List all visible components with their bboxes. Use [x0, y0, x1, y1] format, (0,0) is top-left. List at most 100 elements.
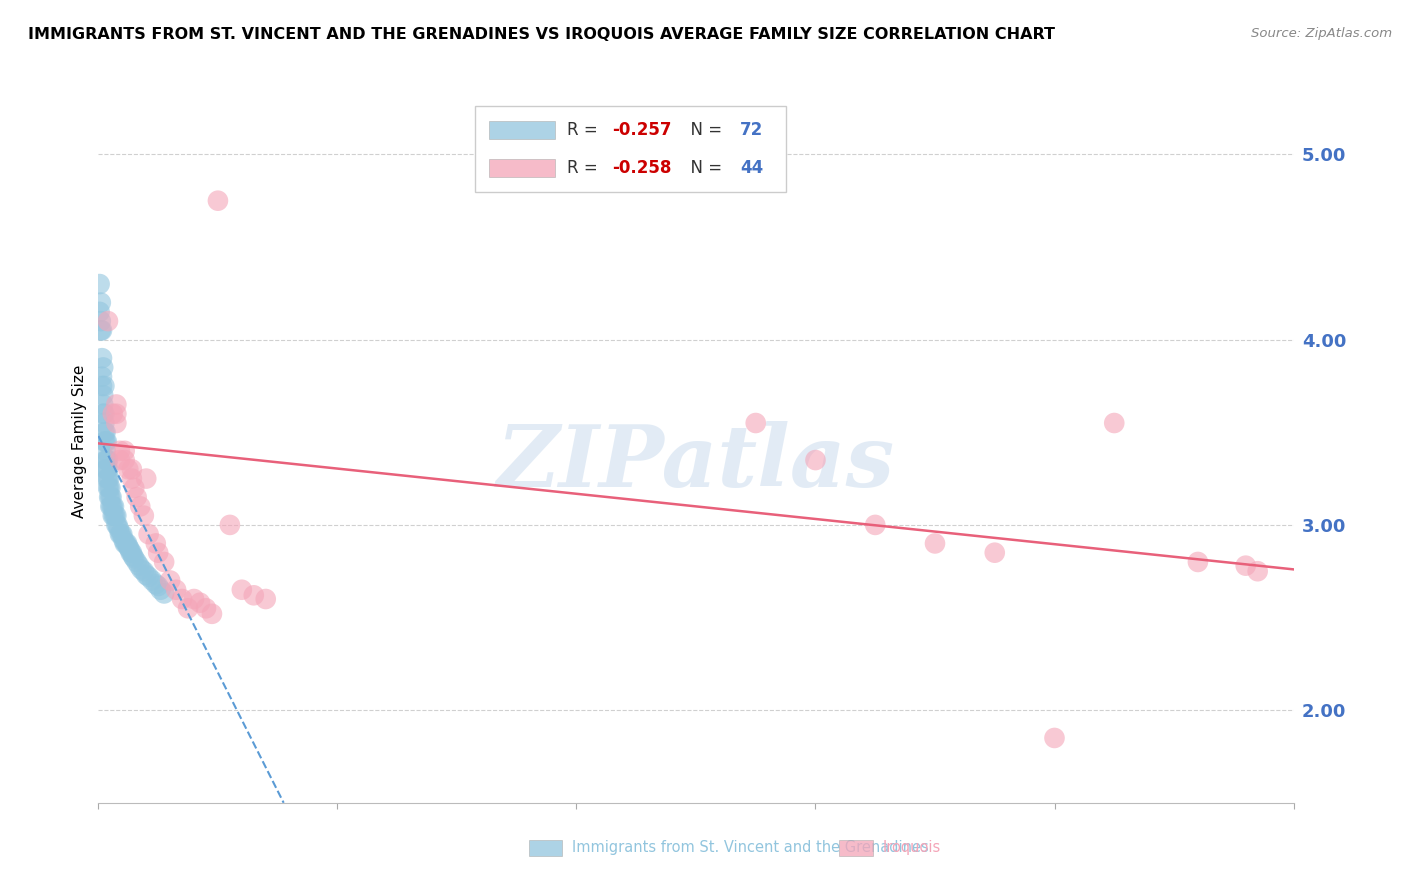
Point	[96, 453, 118, 467]
Point	[94, 462, 117, 476]
Point	[91, 388, 114, 402]
Point	[112, 533, 135, 547]
Point	[91, 323, 114, 337]
Text: R =: R =	[567, 120, 603, 139]
Point	[128, 558, 150, 573]
Point	[105, 407, 128, 421]
Point	[91, 397, 114, 411]
Point	[104, 508, 127, 523]
Text: R =: R =	[567, 159, 603, 177]
Point	[118, 541, 141, 556]
Point	[148, 579, 170, 593]
Point	[188, 596, 211, 610]
Point	[121, 472, 143, 486]
Point	[124, 551, 146, 566]
Point	[94, 434, 117, 449]
Point	[121, 462, 143, 476]
Point	[115, 536, 138, 550]
Point	[96, 462, 118, 476]
Point	[107, 522, 129, 536]
Point	[145, 577, 167, 591]
Text: Iroquois: Iroquois	[883, 840, 941, 855]
Point	[89, 277, 111, 291]
Point	[865, 517, 887, 532]
Point	[745, 416, 768, 430]
Point	[90, 323, 112, 337]
Point	[97, 481, 120, 495]
Point	[129, 500, 152, 514]
Point	[984, 546, 1007, 560]
Bar	[489, 159, 555, 177]
Point	[1104, 416, 1126, 430]
Text: Immigrants from St. Vincent and the Grenadines: Immigrants from St. Vincent and the Gren…	[572, 840, 928, 855]
Point	[120, 546, 142, 560]
Point	[924, 536, 946, 550]
Point	[100, 490, 122, 504]
Point	[108, 453, 131, 467]
Point	[108, 527, 131, 541]
Point	[96, 472, 118, 486]
Point	[1234, 558, 1257, 573]
Point	[105, 397, 128, 411]
Point	[97, 462, 120, 476]
Point	[94, 443, 117, 458]
Point	[148, 546, 170, 560]
Point	[108, 443, 131, 458]
Point	[98, 490, 122, 504]
Point	[159, 574, 181, 588]
Point	[135, 472, 157, 486]
Text: Source: ZipAtlas.com: Source: ZipAtlas.com	[1251, 27, 1392, 40]
Point	[103, 500, 125, 514]
Point	[231, 582, 253, 597]
Point	[105, 416, 128, 430]
Text: N =: N =	[681, 120, 728, 139]
Point	[107, 517, 129, 532]
Point	[165, 582, 187, 597]
Point	[91, 351, 114, 366]
Point	[98, 472, 121, 486]
Bar	[839, 839, 873, 855]
Point	[101, 407, 124, 421]
Point	[91, 369, 114, 384]
Point	[1043, 731, 1066, 745]
Point	[135, 568, 157, 582]
Text: 72: 72	[740, 120, 763, 139]
Point	[124, 481, 146, 495]
Point	[183, 592, 205, 607]
Point	[98, 481, 122, 495]
Point	[125, 490, 148, 504]
Point	[131, 562, 153, 576]
Point	[153, 555, 176, 569]
Point	[94, 425, 117, 440]
Text: -0.257: -0.257	[613, 120, 672, 139]
Text: -0.258: -0.258	[613, 159, 672, 177]
FancyBboxPatch shape	[475, 105, 786, 193]
Point	[114, 443, 136, 458]
Text: ZIPatlas: ZIPatlas	[496, 421, 896, 505]
Point	[145, 536, 167, 550]
Point	[101, 508, 124, 523]
Point	[219, 517, 242, 532]
Point	[1247, 564, 1270, 578]
Point	[110, 527, 132, 541]
Point	[93, 379, 115, 393]
Point	[114, 453, 136, 467]
Y-axis label: Average Family Size: Average Family Size	[72, 365, 87, 518]
Point	[89, 305, 111, 319]
Point	[97, 472, 120, 486]
Point	[141, 574, 163, 588]
Point	[121, 546, 143, 560]
Point	[122, 549, 145, 564]
Point	[98, 490, 121, 504]
Point	[254, 592, 277, 607]
Point	[91, 360, 114, 375]
Point	[804, 453, 827, 467]
Point	[93, 416, 115, 430]
Point	[93, 425, 115, 440]
Point	[195, 601, 218, 615]
Point	[243, 588, 266, 602]
Point	[105, 508, 128, 523]
Bar	[489, 120, 555, 139]
Point	[149, 582, 172, 597]
Point	[125, 555, 148, 569]
